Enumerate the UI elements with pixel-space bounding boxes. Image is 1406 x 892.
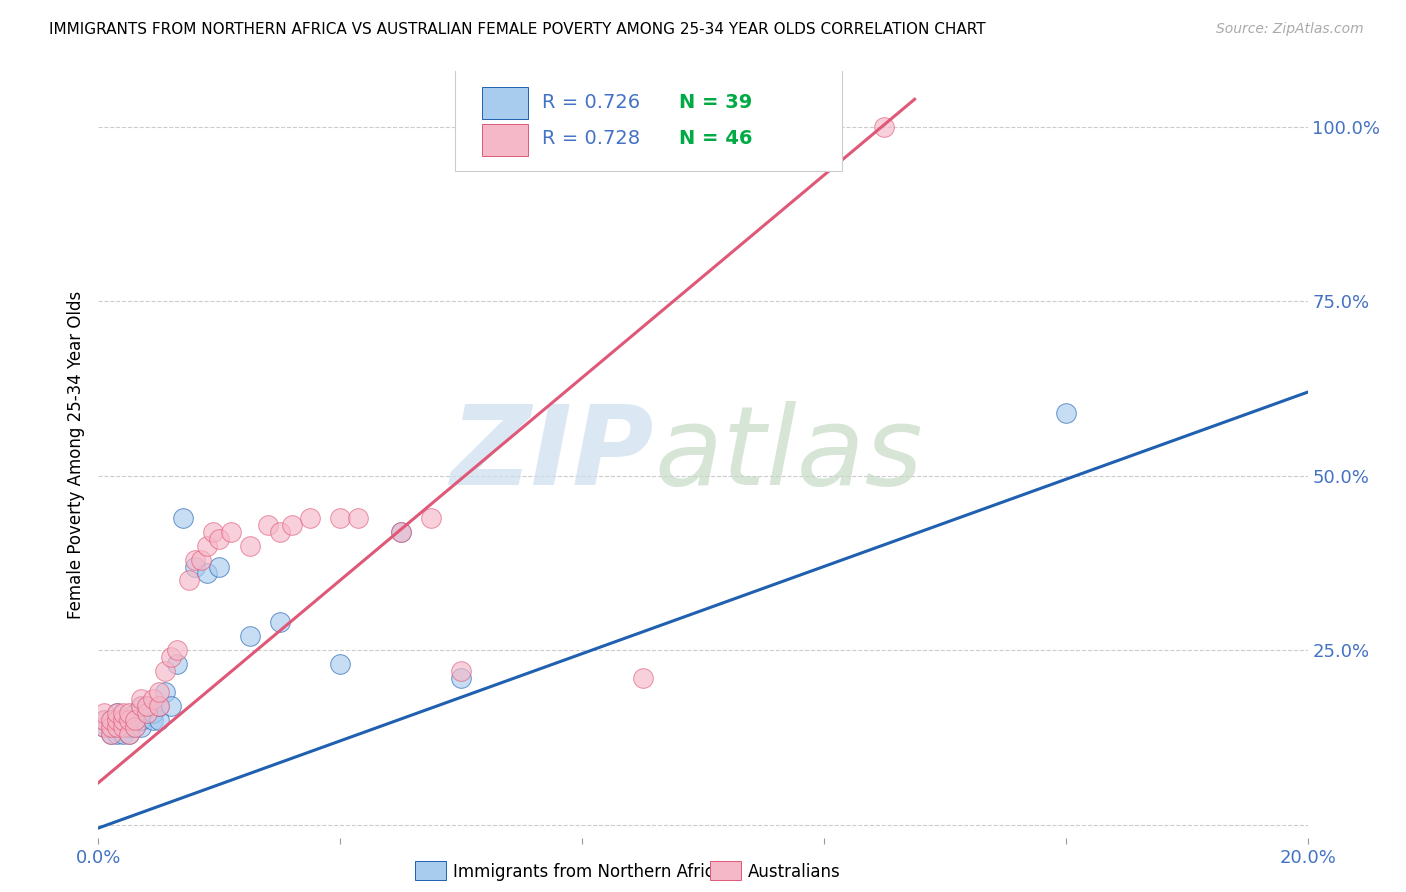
Point <box>631 671 654 685</box>
Point <box>239 629 262 643</box>
Point <box>269 524 291 539</box>
Point <box>124 706 146 720</box>
Text: Australians: Australians <box>748 863 841 881</box>
Point <box>135 706 157 720</box>
Point <box>450 671 472 685</box>
Point <box>299 510 322 524</box>
Point <box>142 692 165 706</box>
Point <box>111 720 134 734</box>
Point <box>239 539 262 553</box>
Point <box>142 706 165 720</box>
Point <box>329 657 352 672</box>
Point <box>420 510 443 524</box>
Point <box>221 524 243 539</box>
Point <box>160 698 183 713</box>
Point <box>208 559 231 574</box>
Point <box>100 720 122 734</box>
Point <box>93 706 115 720</box>
Point <box>111 713 134 727</box>
Point <box>184 552 207 566</box>
Point <box>450 664 472 678</box>
Point <box>281 517 304 532</box>
Point <box>100 713 122 727</box>
Y-axis label: Female Poverty Among 25-34 Year Olds: Female Poverty Among 25-34 Year Olds <box>66 291 84 619</box>
Text: IMMIGRANTS FROM NORTHERN AFRICA VS AUSTRALIAN FEMALE POVERTY AMONG 25-34 YEAR OL: IMMIGRANTS FROM NORTHERN AFRICA VS AUSTR… <box>49 22 986 37</box>
Point <box>172 510 194 524</box>
Text: N = 46: N = 46 <box>679 129 752 148</box>
Point <box>93 713 115 727</box>
Point <box>195 566 218 581</box>
Point <box>118 706 141 720</box>
Point <box>160 650 183 665</box>
Point <box>105 727 128 741</box>
Point <box>124 713 146 727</box>
Point <box>111 706 134 720</box>
Point <box>166 643 188 657</box>
Point <box>93 720 115 734</box>
FancyBboxPatch shape <box>482 87 527 119</box>
Point <box>135 706 157 720</box>
Point <box>105 713 128 727</box>
Point <box>129 720 152 734</box>
Point <box>208 532 231 546</box>
Point <box>190 552 212 566</box>
Point <box>148 698 170 713</box>
Text: R = 0.726: R = 0.726 <box>543 93 640 112</box>
Point <box>256 517 278 532</box>
Point <box>105 720 128 734</box>
Point <box>389 524 412 539</box>
Point <box>129 698 152 713</box>
Point <box>118 727 141 741</box>
Point <box>347 510 370 524</box>
Point <box>873 120 896 135</box>
Point <box>184 559 207 574</box>
Point <box>129 698 152 713</box>
Point <box>100 713 122 727</box>
Point <box>93 713 115 727</box>
Point <box>148 698 170 713</box>
Point <box>135 698 157 713</box>
Point <box>153 664 176 678</box>
Point <box>111 713 134 727</box>
Text: Immigrants from Northern Africa: Immigrants from Northern Africa <box>453 863 724 881</box>
Point <box>329 510 352 524</box>
Point <box>118 720 141 734</box>
Point <box>111 727 134 741</box>
Point <box>389 524 412 539</box>
FancyBboxPatch shape <box>482 123 527 156</box>
Point <box>118 713 141 727</box>
Point <box>100 720 122 734</box>
Point <box>148 685 170 699</box>
Point <box>118 727 141 741</box>
Point <box>166 657 188 672</box>
Text: N = 39: N = 39 <box>679 93 752 112</box>
Point <box>129 692 152 706</box>
Point <box>100 727 122 741</box>
Point <box>124 720 146 734</box>
Point <box>105 720 128 734</box>
Point <box>269 615 291 630</box>
Point <box>153 685 176 699</box>
Point <box>179 574 201 588</box>
Point <box>142 713 165 727</box>
Point <box>1054 406 1077 420</box>
Text: ZIP: ZIP <box>451 401 655 508</box>
Point <box>135 698 157 713</box>
Point <box>93 720 115 734</box>
Point <box>124 720 146 734</box>
Point <box>195 539 218 553</box>
Point <box>118 713 141 727</box>
Point <box>129 713 152 727</box>
FancyBboxPatch shape <box>456 68 842 171</box>
Point <box>202 524 225 539</box>
Point <box>124 713 146 727</box>
Point <box>105 706 128 720</box>
Text: Source: ZipAtlas.com: Source: ZipAtlas.com <box>1216 22 1364 37</box>
Text: atlas: atlas <box>655 401 924 508</box>
Text: R = 0.728: R = 0.728 <box>543 129 640 148</box>
Point <box>111 720 134 734</box>
Point <box>148 713 170 727</box>
Point <box>105 706 128 720</box>
Point <box>100 727 122 741</box>
